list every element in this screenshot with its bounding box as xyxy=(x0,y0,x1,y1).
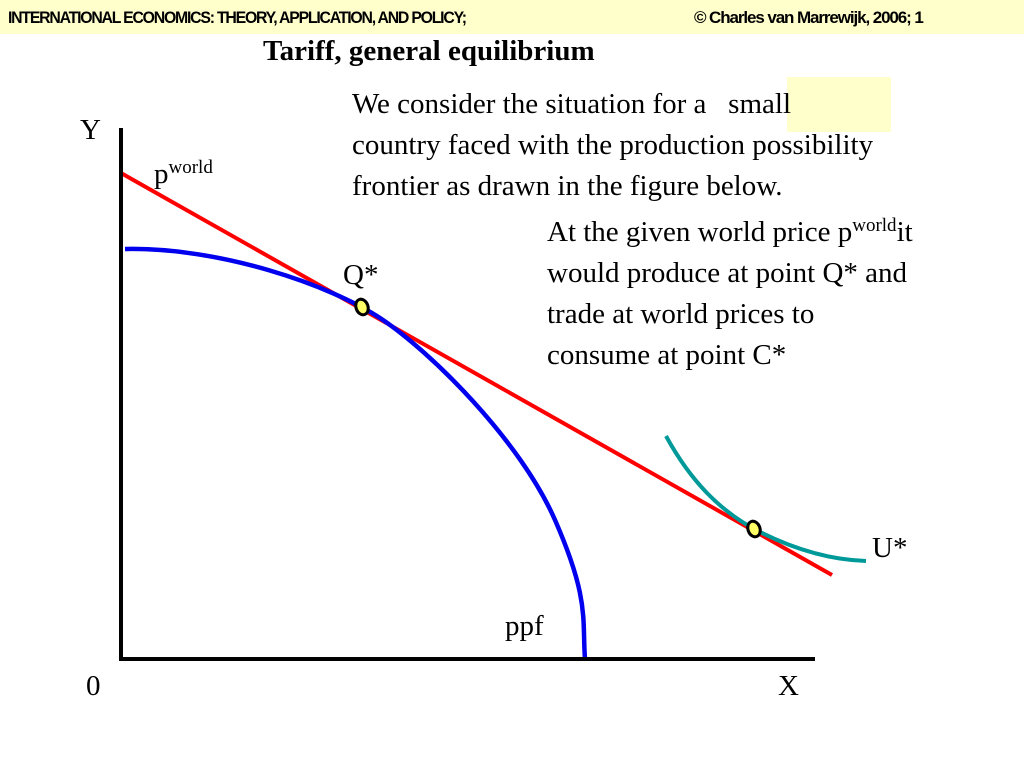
production-point-q xyxy=(354,297,370,317)
copyright: © Charles van Marrewijk, 2006; 1 xyxy=(694,8,924,27)
world-price-line xyxy=(120,171,833,577)
explain-line-1: At the given world price pworldit xyxy=(547,212,913,253)
price-label-base: p xyxy=(154,158,169,190)
indifference-curve-label: U* xyxy=(872,532,908,564)
intro-paragraph: We consider the situation for a small co… xyxy=(352,84,873,207)
production-point-label: Q* xyxy=(343,259,379,291)
y-axis-label: Y xyxy=(80,114,101,146)
slide-title: Tariff, general equilibrium xyxy=(263,35,595,67)
intro-text: We consider the situation for a xyxy=(352,88,707,120)
header-bar: INTERNATIONAL ECONOMICS: THEORY, APPLICA… xyxy=(0,0,1024,34)
explain-line-3: trade at world prices to xyxy=(547,298,815,330)
ppf-label: ppf xyxy=(505,610,544,642)
explain-text: At the given world price p xyxy=(547,216,853,248)
explain-line-2: would produce at point Q* and xyxy=(547,257,908,289)
superscript-world: world xyxy=(852,215,897,236)
ppf-curve xyxy=(124,246,588,660)
intro-line-1: We consider the situation for a small xyxy=(352,84,873,125)
origin-label: 0 xyxy=(86,670,101,702)
price-label-sup: world xyxy=(168,157,213,178)
price-line-label: pworld xyxy=(154,157,213,190)
consumption-point-c xyxy=(746,519,762,539)
highlight-box xyxy=(787,77,891,132)
explanation-paragraph: At the given world price pworldit would … xyxy=(547,212,913,376)
highlight-word: small xyxy=(728,88,792,120)
explain-text-after: it xyxy=(896,216,913,248)
x-axis-label: X xyxy=(778,670,799,702)
intro-line-3: frontier as drawn in the figure below. xyxy=(352,170,783,202)
explain-line-4: consume at point C* xyxy=(547,339,787,371)
intro-line-2: country faced with the production possib… xyxy=(352,129,874,161)
course-title: INTERNATIONAL ECONOMICS: THEORY, APPLICA… xyxy=(8,8,467,27)
